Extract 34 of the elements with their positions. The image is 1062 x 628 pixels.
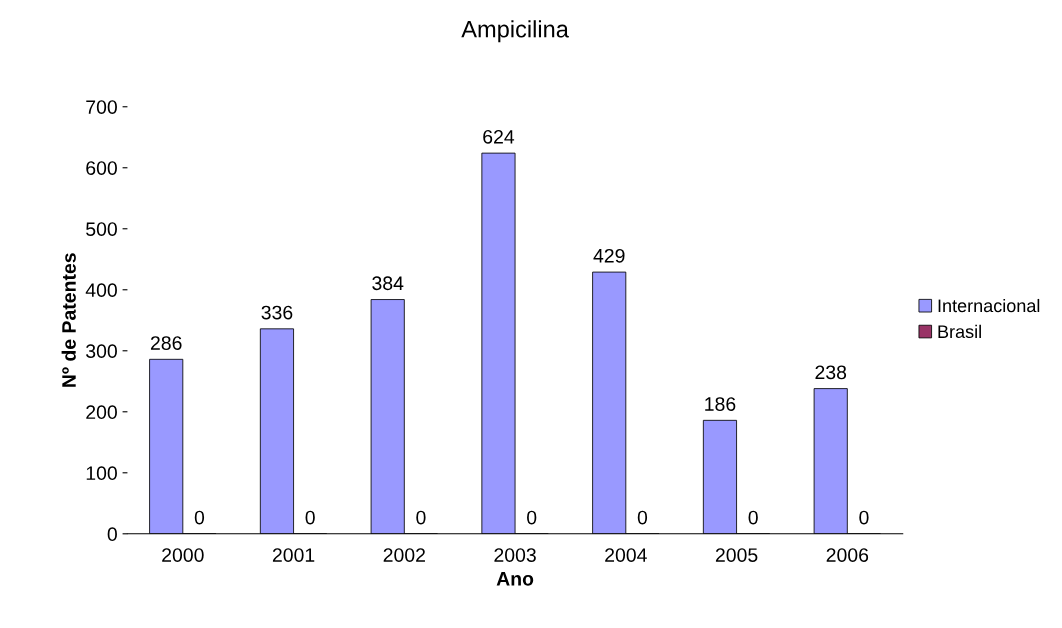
data-label: 336: [261, 305, 293, 320]
data-label: 624: [483, 129, 515, 144]
x-tick-label: 2004: [605, 548, 647, 562]
y-tick-label: 600: [86, 161, 117, 175]
data-label: 238: [815, 365, 847, 380]
data-label: 0: [748, 510, 758, 525]
data-label: 186: [705, 397, 736, 411]
y-tick-label: 100: [86, 466, 117, 481]
data-label: 384: [372, 276, 404, 291]
data-label: 429: [593, 248, 625, 263]
chart-title: Ampicilina: [461, 20, 569, 43]
y-tick-label: 700: [86, 100, 117, 114]
x-tick-label: 2001: [272, 548, 315, 562]
data-label: 0: [859, 510, 869, 525]
data-label: 0: [637, 510, 648, 525]
y-axis-title: Nº de Patentes: [61, 253, 76, 387]
legend-label: Internacional: [938, 298, 1040, 313]
legend-label: Brasil: [938, 324, 981, 339]
data-label: 286: [150, 336, 182, 350]
y-tick-label: 0: [107, 527, 117, 542]
x-tick-label: 2003: [494, 548, 536, 562]
x-tick-label: 2006: [826, 548, 869, 562]
x-tick-label: 2005: [715, 548, 758, 562]
y-tick-label: 500: [86, 222, 117, 237]
x-axis-title: Ano: [496, 572, 534, 586]
data-label: 0: [305, 510, 315, 525]
y-tick-label: 300: [86, 344, 117, 359]
data-label: 0: [527, 510, 537, 525]
x-tick-label: 2000: [162, 548, 204, 562]
y-tick-label: 400: [85, 283, 117, 298]
y-tick-label: 200: [86, 405, 117, 420]
x-tick-label: 2002: [383, 548, 425, 562]
data-label: 0: [416, 510, 426, 525]
data-label: 0: [194, 510, 205, 525]
